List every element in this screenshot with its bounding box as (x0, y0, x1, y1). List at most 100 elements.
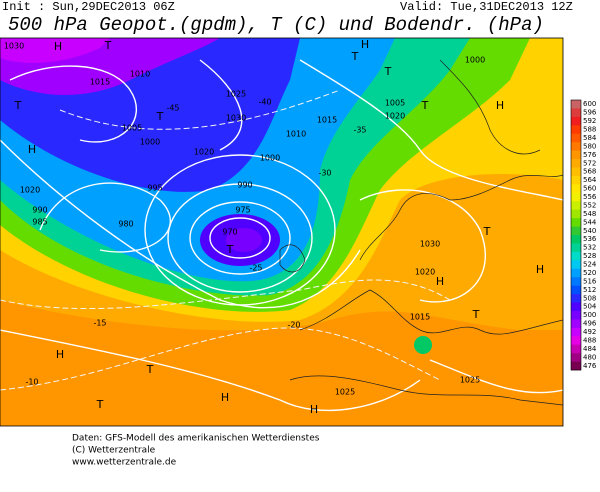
color-swatch (571, 344, 581, 354)
color-scale-frame (570, 99, 582, 371)
color-scale-label: 556 (583, 193, 597, 201)
contour-label: 980 (118, 220, 133, 229)
color-swatch (571, 268, 581, 278)
color-swatch (571, 175, 581, 185)
contour-label: 1020 (20, 186, 40, 195)
color-scale-label: 508 (583, 294, 596, 302)
color-scale-label: 588 (583, 126, 596, 134)
isobar (199, 59, 243, 151)
contour-label: -45 (166, 104, 179, 113)
init-time: Init : Sun,29DEC2013 06Z (2, 0, 175, 14)
color-swatch (571, 167, 581, 177)
contour-label: 1000 (465, 56, 485, 65)
color-swatch (571, 133, 581, 143)
pressure-center-label: H (28, 143, 36, 156)
color-scale-label: 476 (583, 362, 597, 370)
color-scale-label: 524 (583, 261, 597, 269)
color-swatch (571, 125, 581, 135)
color-swatch (571, 327, 581, 337)
map-title: 500 hPa Geopot.(gpdm), T (C) und Bodendr… (8, 14, 544, 36)
contour-label: 1000 (260, 154, 280, 163)
pressure-center-label: H (54, 40, 62, 53)
color-swatch (571, 235, 581, 244)
contour-label: 1025 (460, 376, 480, 385)
color-scale-label: 532 (583, 244, 596, 252)
color-swatch (571, 108, 581, 118)
color-scale-label: 564 (583, 176, 597, 184)
color-scale-label: 584 (583, 134, 597, 142)
color-scale-label: 528 (583, 252, 596, 260)
pressure-center-label: H (361, 38, 369, 51)
color-scale-label: 552 (583, 201, 596, 209)
contour-label: -20 (287, 321, 300, 330)
color-swatch (571, 243, 581, 253)
isobar (209, 217, 271, 259)
pressure-center-label: H (221, 391, 229, 404)
contour-label: 1030 (420, 240, 440, 249)
contour-label: 1015 (90, 78, 110, 87)
contour-label: -40 (258, 98, 271, 107)
isobar (189, 201, 291, 275)
isobar (144, 154, 336, 306)
contour-label: -25 (249, 264, 262, 273)
pressure-center-label: T (483, 225, 491, 238)
contour-label: 995 (147, 184, 162, 193)
isotherm (0, 327, 441, 391)
pressure-center-label: H (536, 263, 544, 276)
contour-label: 985 (32, 218, 47, 227)
isobar (0, 139, 361, 309)
contour-label: -30 (318, 169, 331, 178)
isobar (39, 182, 172, 253)
valid-time: Valid: Tue,31DEC2013 12Z (400, 0, 573, 14)
color-swatch (571, 218, 581, 227)
isobar (0, 329, 421, 412)
color-swatch (571, 251, 581, 261)
isobar (359, 189, 486, 303)
contour-label: -15 (93, 319, 106, 328)
contour-label: 1005 (385, 99, 405, 108)
coastline (279, 244, 306, 273)
color-scale-label: 512 (583, 286, 596, 294)
color-swatch (571, 310, 581, 320)
contour-label: 1030 (226, 114, 246, 123)
color-swatch (571, 100, 581, 109)
contour-label: -10 (25, 378, 38, 387)
coastline (439, 59, 541, 155)
color-scale-label: 576 (583, 151, 597, 159)
color-swatch (571, 353, 581, 362)
pressure-center-label: T (226, 243, 234, 256)
color-swatch (571, 302, 581, 312)
contour-label: 1025 (226, 90, 246, 99)
pressure-center-label: H (310, 403, 318, 416)
color-swatch (571, 336, 581, 345)
pressure-center-label: T (421, 99, 429, 112)
color-swatch (571, 192, 581, 202)
contour-label: 1020 (415, 268, 435, 277)
contour-label: 990 (32, 206, 47, 215)
contour-label: 1020 (194, 148, 214, 157)
pressure-center-label: T (472, 308, 480, 321)
color-swatch (571, 294, 581, 303)
field-low-core (226, 228, 262, 252)
isobar (167, 183, 313, 293)
color-scale-label: 592 (583, 117, 596, 125)
contour-label: 1025 (335, 388, 355, 397)
color-scale: 6005965925885845805765725685645605565525… (570, 99, 597, 371)
color-swatch (571, 260, 581, 270)
color-swatch (571, 319, 581, 329)
color-swatch (571, 285, 581, 295)
contour-label: 1000 (140, 138, 160, 147)
map-field (0, 38, 563, 426)
contour-label: 1015 (317, 116, 337, 125)
pressure-center-label: T (104, 39, 112, 52)
contour-label: 970 (222, 228, 237, 237)
pressure-center-label: T (14, 99, 22, 112)
color-scale-label: 484 (583, 345, 597, 353)
color-scale-label: 568 (583, 168, 596, 176)
field-cutoff-low (414, 336, 432, 354)
color-swatch (571, 226, 581, 236)
color-scale-label: 536 (583, 235, 597, 243)
color-scale-label: 580 (583, 142, 596, 150)
color-scale-label: 488 (583, 336, 596, 344)
